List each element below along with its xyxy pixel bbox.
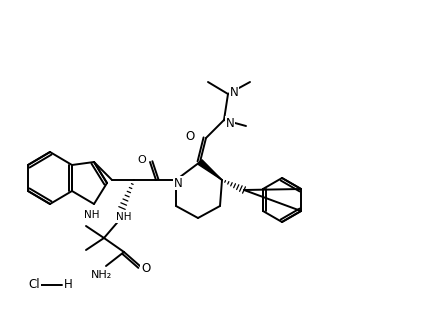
Text: H: H [64, 279, 72, 291]
Text: NH: NH [84, 210, 99, 220]
Text: O: O [141, 261, 150, 274]
Text: NH₂: NH₂ [91, 270, 113, 280]
Text: NH: NH [116, 212, 131, 222]
Text: O: O [185, 129, 194, 143]
Polygon shape [198, 160, 222, 180]
Text: N: N [225, 117, 234, 129]
Text: N: N [229, 86, 238, 99]
Text: Cl: Cl [28, 279, 39, 291]
Text: O: O [137, 155, 146, 165]
Text: N: N [173, 176, 182, 190]
